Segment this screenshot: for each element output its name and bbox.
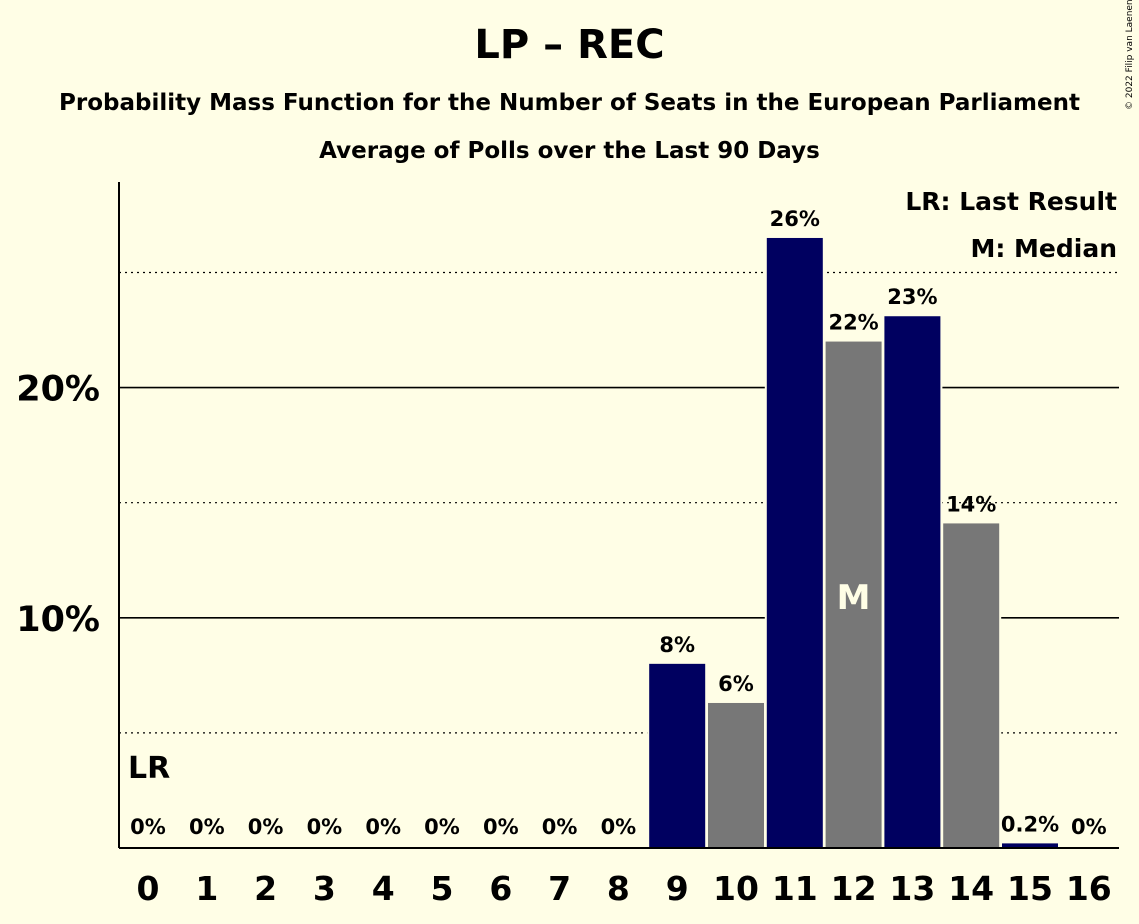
value-label: 0% [424, 815, 460, 839]
x-tick-label: 8 [607, 869, 630, 908]
x-tick-label: 4 [372, 869, 395, 908]
value-label: 0% [365, 815, 401, 839]
x-tick-label: 13 [889, 869, 935, 908]
chart-subtitle: Probability Mass Function for the Number… [59, 90, 1080, 116]
bar-seat-15 [1002, 843, 1058, 848]
y-tick-label: 20% [16, 370, 100, 410]
legend-entry: LR: Last Result [905, 187, 1117, 216]
x-tick-label: 5 [431, 869, 454, 908]
bar-seat-10 [708, 702, 764, 848]
bar-seat-11 [766, 237, 823, 849]
last-result-marker: LR [128, 751, 170, 786]
value-label: 6% [718, 672, 754, 696]
x-tick-label: 0 [137, 869, 160, 908]
x-tick-label: 2 [254, 869, 277, 908]
value-label: 0% [542, 815, 578, 839]
value-label: 22% [828, 311, 878, 335]
chart-title: LP – REC [474, 22, 665, 68]
x-tick-label: 11 [772, 869, 818, 908]
x-tick-label: 14 [948, 869, 994, 908]
bar-seat-14 [943, 523, 1000, 848]
value-label: 0% [483, 815, 519, 839]
x-tick-label: 16 [1066, 869, 1112, 908]
x-tick-label: 1 [195, 869, 218, 908]
x-tick-label: 9 [666, 869, 689, 908]
value-label: 23% [887, 285, 937, 309]
x-tick-label: 6 [489, 869, 512, 908]
value-label: 14% [946, 492, 996, 516]
value-label: 26% [770, 207, 820, 231]
value-label: 0% [189, 815, 225, 839]
value-label: 0% [1071, 815, 1107, 839]
x-tick-label: 7 [548, 869, 571, 908]
value-label: 0.2% [1001, 812, 1059, 836]
y-tick-label: 10% [16, 600, 100, 640]
x-tick-label: 3 [313, 869, 336, 908]
chart-subtitle-2: Average of Polls over the Last 90 Days [319, 138, 820, 164]
value-label: 0% [601, 815, 637, 839]
median-marker: M [837, 578, 871, 618]
x-tick-label: 10 [713, 869, 759, 908]
bar-seat-9 [649, 663, 706, 848]
value-label: 0% [248, 815, 284, 839]
legend-entry: M: Median [970, 234, 1117, 263]
bar-seat-13 [884, 316, 941, 848]
bar-seat-12 [825, 341, 882, 848]
value-label: 0% [307, 815, 343, 839]
x-tick-label: 15 [1007, 869, 1053, 908]
value-label: 8% [659, 633, 695, 657]
x-tick-label: 12 [831, 869, 877, 908]
value-label: 0% [130, 815, 166, 839]
